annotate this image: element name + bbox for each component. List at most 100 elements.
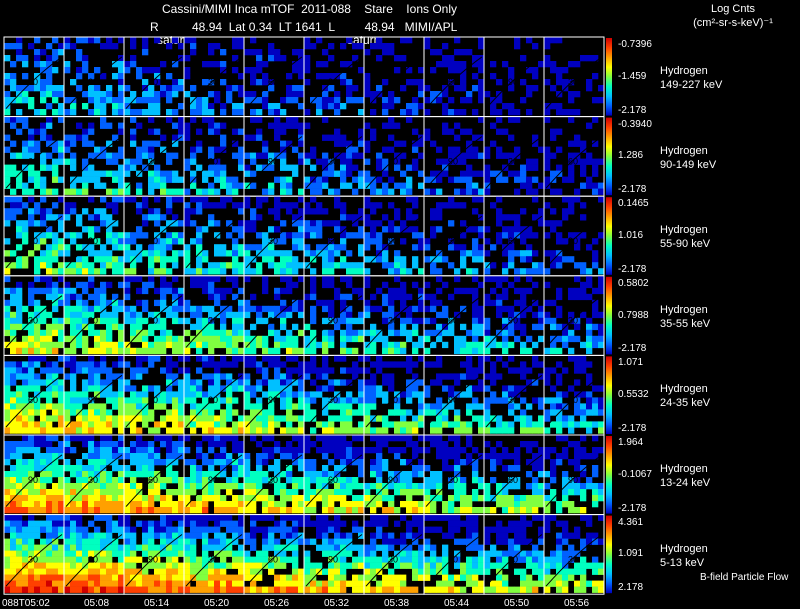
heatmap-cell [412, 196, 419, 203]
heatmap-cell [94, 109, 101, 116]
heatmap-cell [10, 152, 17, 159]
heatmap-cell [118, 61, 125, 68]
heatmap-cell [22, 427, 29, 434]
heatmap-cell [256, 268, 263, 275]
heatmap-cell [412, 226, 419, 233]
heatmap-cell [88, 91, 95, 98]
heatmap-cell [4, 55, 11, 62]
heatmap-cell [394, 158, 401, 165]
heatmap-cell [202, 116, 209, 123]
heatmap-cell [394, 477, 401, 484]
heatmap-cell [442, 329, 449, 337]
heatmap-cell [460, 341, 467, 349]
heatmap-cell [10, 526, 17, 533]
heatmap-cell [190, 489, 197, 496]
heatmap-cell [196, 501, 203, 508]
heatmap-cell [412, 415, 419, 422]
heatmap-cell [292, 459, 299, 466]
heatmap-cell [472, 208, 479, 215]
heatmap-cell [70, 152, 77, 159]
heatmap-cell [376, 355, 383, 362]
heatmap-cell [214, 421, 221, 428]
heatmap-cell [550, 67, 557, 74]
heatmap-cell [412, 329, 419, 337]
heatmap-cell [130, 550, 137, 557]
heatmap-cell [82, 580, 89, 587]
heatmap-cell [94, 459, 101, 466]
heatmap-cell [238, 495, 245, 502]
heatmap-cell [598, 311, 605, 319]
heatmap-cell [472, 170, 479, 177]
heatmap-cell [352, 287, 359, 295]
heatmap-cell [460, 477, 467, 484]
heatmap-cell [556, 238, 563, 245]
heatmap-cell [232, 202, 239, 209]
heatmap-cell [268, 379, 275, 386]
heatmap-cell [184, 262, 191, 269]
heatmap-cell [280, 109, 287, 116]
heatmap-cell [388, 379, 395, 386]
heatmap-cell [118, 580, 125, 587]
heatmap-cell [184, 164, 191, 171]
heatmap-cell [568, 232, 575, 239]
heatmap-cell [262, 367, 269, 374]
heatmap-cell [316, 182, 323, 189]
heatmap-cell [178, 520, 185, 527]
heatmap-cell [376, 435, 383, 442]
heatmap-cell [550, 347, 557, 355]
heatmap-cell [430, 477, 437, 484]
heatmap-cell [196, 103, 203, 110]
heatmap-cell [556, 103, 563, 110]
heatmap-cell [418, 471, 425, 478]
heatmap-cell [334, 109, 341, 116]
heatmap-cell [598, 275, 605, 283]
heatmap-cell [226, 182, 233, 189]
heatmap-cell [214, 202, 221, 209]
heatmap-cell [4, 415, 11, 422]
heatmap-cell [178, 526, 185, 533]
heatmap-cell [34, 202, 41, 209]
heatmap-cell [100, 220, 107, 227]
heatmap-cell [16, 459, 23, 466]
heatmap-cell [238, 520, 245, 527]
heatmap-cell [28, 287, 35, 295]
contour-label: 90 [88, 156, 98, 166]
heatmap-cell [232, 55, 239, 62]
heatmap-cell [556, 373, 563, 380]
heatmap-cell [346, 262, 353, 269]
heatmap-cell [154, 427, 161, 434]
heatmap-cell [16, 477, 23, 484]
heatmap-cell [196, 532, 203, 539]
heatmap-cell [508, 323, 515, 331]
heatmap-cell [214, 373, 221, 380]
heatmap-cell [538, 465, 545, 472]
heatmap-cell [286, 447, 293, 454]
heatmap-cell [214, 441, 221, 448]
heatmap-cell [40, 164, 47, 171]
heatmap-cell [562, 391, 569, 398]
heatmap-cell [472, 477, 479, 484]
heatmap-cell [94, 214, 101, 221]
heatmap-cell [472, 244, 479, 251]
heatmap-cell [166, 256, 173, 263]
heatmap-cell [16, 287, 23, 295]
heatmap-cell [556, 379, 563, 386]
heatmap-cell [478, 67, 485, 74]
heatmap-cell [106, 347, 113, 355]
heatmap-cell [46, 287, 53, 295]
heatmap-cell [268, 501, 275, 508]
heatmap-cell [40, 427, 47, 434]
heatmap-cell [598, 323, 605, 331]
contour-line [545, 374, 603, 428]
heatmap-cell [430, 471, 437, 478]
chart-title: Cassini/MIMI Inca mTOF 2011-088 Stare Io… [162, 2, 457, 16]
heatmap-cell [214, 158, 221, 165]
heatmap-cell [574, 323, 581, 331]
heatmap-cell [202, 373, 209, 380]
heatmap-cell [148, 507, 155, 514]
heatmap-cell [244, 489, 251, 496]
heatmap-cell [322, 49, 329, 56]
heatmap-cell [382, 281, 389, 289]
heatmap-cell [310, 226, 317, 233]
heatmap-cell [436, 176, 443, 183]
